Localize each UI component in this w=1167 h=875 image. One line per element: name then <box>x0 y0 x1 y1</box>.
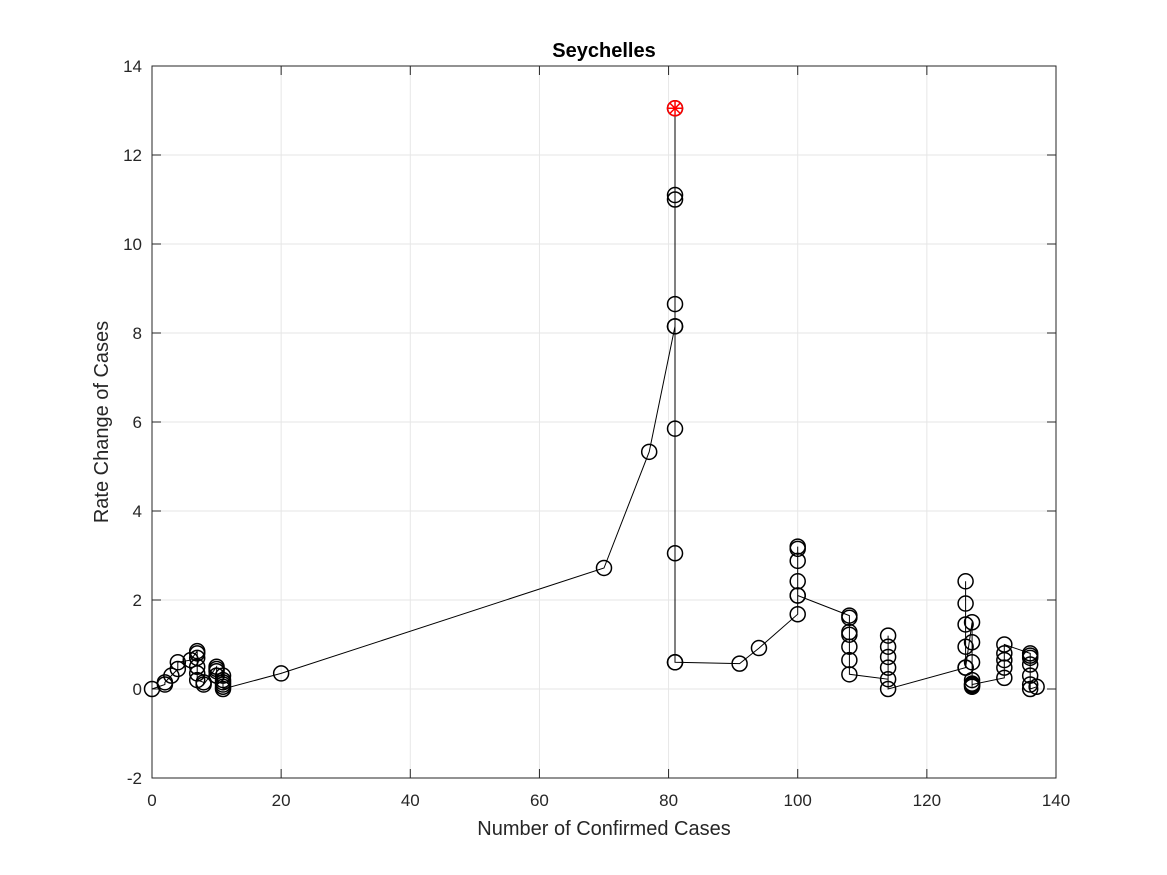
data-point <box>188 658 206 675</box>
data-point <box>879 648 897 666</box>
y-tick-label: 6 <box>133 413 142 432</box>
data-point <box>272 665 290 682</box>
data-point <box>996 645 1013 662</box>
data-point <box>841 626 858 643</box>
data-point <box>963 676 981 693</box>
data-point <box>750 639 768 657</box>
data-point <box>1028 678 1045 696</box>
data-point <box>789 605 806 623</box>
highlight-circle <box>666 100 684 117</box>
data-point <box>666 654 684 671</box>
highlight-star-marker <box>666 100 684 117</box>
data-point <box>666 545 684 562</box>
x-tick-label: 140 <box>1042 791 1070 810</box>
x-tick-label: 80 <box>659 791 678 810</box>
data-point <box>879 638 897 655</box>
data-point <box>879 670 897 688</box>
data-point <box>789 573 806 590</box>
data-point <box>957 595 974 612</box>
data-point <box>731 655 748 672</box>
highlight-layer <box>666 100 684 117</box>
data-point <box>188 645 206 662</box>
data-point <box>841 609 858 627</box>
data-point <box>996 659 1013 676</box>
data-point <box>595 559 613 577</box>
data-point <box>789 538 806 555</box>
data-point <box>963 634 981 651</box>
data-point <box>1021 676 1039 693</box>
data-point <box>666 420 684 437</box>
data-point <box>214 667 232 684</box>
data-point <box>163 667 180 684</box>
x-tick-label: 100 <box>784 791 812 810</box>
data-point <box>963 614 981 631</box>
data-point <box>789 587 806 604</box>
data-point <box>195 676 212 693</box>
tick-layer: 0 20 40 60 80 100 120 140 -2 0 2 4 6 8 10 12 14 <box>123 57 1070 810</box>
data-point <box>214 680 232 698</box>
data-point <box>957 616 974 633</box>
data-point <box>963 671 981 689</box>
data-point <box>169 654 187 671</box>
y-tick-label: 10 <box>123 235 142 254</box>
y-tick-label: 14 <box>123 57 142 76</box>
data-point <box>1021 649 1039 667</box>
y-tick-label: 8 <box>133 324 142 343</box>
y-tick-label: 4 <box>133 502 142 521</box>
chart-title: Seychelles <box>552 40 655 62</box>
data-point <box>666 186 684 204</box>
x-axis-label: Number of Confirmed Cases <box>477 818 730 840</box>
data-point <box>879 627 897 644</box>
y-tick-label: 2 <box>133 591 142 610</box>
data-point <box>841 638 858 655</box>
data-point <box>879 680 897 698</box>
data-point <box>169 660 187 678</box>
y-axis-label: Rate Change of Cases <box>91 321 113 523</box>
data-point <box>182 651 199 669</box>
x-tick-label: 40 <box>401 791 420 810</box>
data-point <box>879 659 897 676</box>
data-point <box>156 674 174 691</box>
data-point <box>789 552 806 570</box>
x-tick-label: 20 <box>272 791 291 810</box>
y-tick-label: 0 <box>133 680 142 699</box>
data-point <box>640 443 658 461</box>
data-point <box>666 318 684 335</box>
x-tick-label: 0 <box>147 791 156 810</box>
data-point <box>957 573 974 590</box>
data-point <box>666 191 684 208</box>
highlight-star-stroke <box>668 102 682 115</box>
x-tick-label: 60 <box>530 791 549 810</box>
data-point <box>1021 680 1039 698</box>
y-tick-label: 12 <box>123 146 142 165</box>
data-point <box>996 636 1013 653</box>
data-point <box>666 295 684 313</box>
data-point <box>1021 656 1039 673</box>
data-point <box>841 651 858 669</box>
data-point <box>841 666 858 683</box>
data-point <box>996 669 1013 687</box>
data-point <box>963 654 981 671</box>
x-tick-label: 120 <box>913 791 941 810</box>
y-tick-label: -2 <box>127 769 142 788</box>
